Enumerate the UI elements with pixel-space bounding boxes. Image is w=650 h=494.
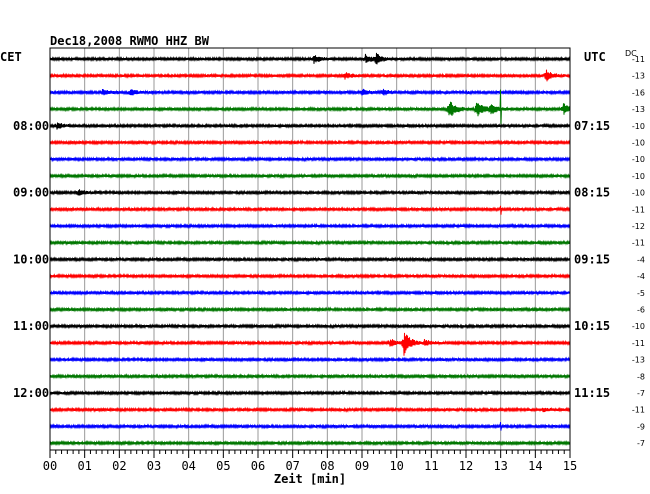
trace-9 <box>49 205 571 215</box>
dc-offset-labels: -11 -13 -16 -13 -10 -10 -10 -10 -10 -11 -12 -11 -4 -4… <box>632 55 645 448</box>
trace-3 <box>49 89 571 125</box>
trace-15 <box>49 306 571 313</box>
trace-19 <box>49 373 571 380</box>
dc-offset-label: -10 <box>632 189 645 198</box>
dc-offset-label: -11 <box>632 339 645 348</box>
dc-offset-label: -13 <box>632 356 645 365</box>
cet-hour-labels: 08:00 09:00 10:00 11:00 12:00 <box>13 119 49 400</box>
trace-17 <box>49 332 571 356</box>
dc-offset-label: -7 <box>637 439 645 448</box>
trace-14 <box>49 289 571 296</box>
dc-header: DC <box>625 49 637 58</box>
x-tick-label: 13 <box>493 459 507 473</box>
cet-hour-label: 12:00 <box>13 386 49 400</box>
utc-hour-label: 10:15 <box>574 319 610 333</box>
dc-offset-label: -11 <box>632 406 645 415</box>
x-tick-label: 11 <box>424 459 438 473</box>
cet-hour-label: 08:00 <box>13 119 49 133</box>
x-tick-label: 01 <box>77 459 91 473</box>
dc-offset-label: -13 <box>632 105 645 114</box>
cet-hour-label: 10:00 <box>13 252 49 266</box>
trace-0 <box>49 52 571 65</box>
minute-gridlines <box>84 48 536 450</box>
trace-22 <box>49 422 571 431</box>
trace-18 <box>49 356 571 363</box>
cet-hour-label: 11:00 <box>13 319 49 333</box>
utc-hour-label: 11:15 <box>574 386 610 400</box>
right-axis-label-utc: UTC <box>584 50 606 64</box>
trace-1 <box>49 69 571 82</box>
trace-10 <box>49 222 571 230</box>
trace-13 <box>49 272 571 280</box>
dc-offset-label: -10 <box>632 155 645 164</box>
x-tick-label: 14 <box>528 459 542 473</box>
dc-offset-label: -11 <box>632 239 645 248</box>
dc-offset-label: -11 <box>632 205 645 214</box>
left-axis-label-cet: CET <box>0 50 22 64</box>
x-tick-label: 08 <box>320 459 334 473</box>
trace-8 <box>49 189 571 196</box>
utc-hour-label: 07:15 <box>574 119 610 133</box>
dc-offset-label: -4 <box>637 272 645 281</box>
x-axis-label: Zeit [min] <box>274 472 346 486</box>
utc-hour-label: 08:15 <box>574 186 610 200</box>
cet-hour-label: 09:00 <box>13 186 49 200</box>
dc-offset-label: -6 <box>637 306 645 315</box>
trace-5 <box>49 139 571 146</box>
trace-21 <box>49 406 571 413</box>
trace-7 <box>49 172 571 180</box>
seismic-traces <box>49 52 571 447</box>
trace-4 <box>49 122 571 130</box>
utc-hour-label: 09:15 <box>574 252 610 266</box>
trace-16 <box>49 322 571 330</box>
dc-offset-label: -4 <box>637 255 645 264</box>
dc-offset-label: -10 <box>632 122 645 131</box>
x-tick-label: 06 <box>251 459 265 473</box>
x-axis-ticks: 00 01 02 03 04 05 06 07 08 09 10 11 12 13 14 15 <box>43 450 577 473</box>
dc-offset-label: -16 <box>632 88 645 97</box>
chart-title: Dec18,2008 RWMO HHZ BW <box>50 34 210 48</box>
x-tick-label: 00 <box>43 459 57 473</box>
trace-11 <box>49 239 571 246</box>
dc-offset-label: -13 <box>632 72 645 81</box>
x-tick-label: 12 <box>459 459 473 473</box>
trace-23 <box>49 439 571 447</box>
trace-2 <box>49 88 571 96</box>
utc-hour-labels: 07:15 08:15 09:15 10:15 11:15 <box>574 119 610 400</box>
dc-offset-label: -8 <box>637 372 645 381</box>
x-tick-label: 09 <box>355 459 369 473</box>
dc-offset-label: -10 <box>632 139 645 148</box>
trace-12 <box>49 256 571 263</box>
dc-offset-label: -5 <box>637 289 645 298</box>
x-tick-label: 15 <box>563 459 577 473</box>
dc-offset-label: -11 <box>632 55 645 64</box>
x-tick-label: 07 <box>285 459 299 473</box>
x-tick-label: 10 <box>389 459 403 473</box>
dc-offset-label: -10 <box>632 322 645 331</box>
dc-offset-label: -7 <box>637 389 645 398</box>
trace-20 <box>49 389 571 397</box>
dc-offset-label: -12 <box>632 222 645 231</box>
dc-offset-label: -9 <box>637 422 645 431</box>
x-tick-label: 02 <box>112 459 126 473</box>
x-tick-label: 04 <box>181 459 195 473</box>
dc-offset-label: -10 <box>632 172 645 181</box>
x-tick-label: 05 <box>216 459 230 473</box>
x-tick-label: 03 <box>147 459 161 473</box>
trace-6 <box>49 155 571 163</box>
